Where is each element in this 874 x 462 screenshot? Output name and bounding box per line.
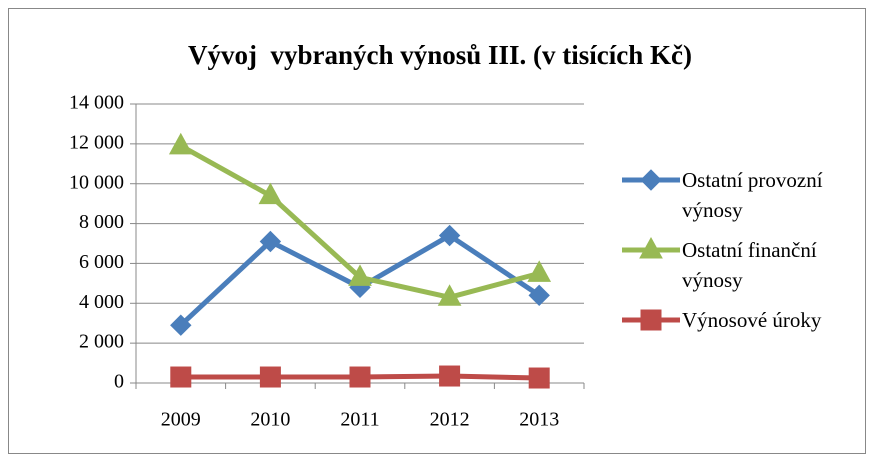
data-point [439, 365, 461, 387]
data-point [527, 260, 552, 282]
y-tick-label: 6 000 [79, 251, 124, 273]
chart-title: Vývoj vybraných výnosů III. (v tisících … [188, 40, 692, 70]
x-tick-label: 2011 [340, 409, 379, 431]
data-point [528, 367, 550, 389]
legend-swatch [622, 309, 680, 331]
data-point [170, 314, 192, 336]
y-tick-label: 12 000 [69, 131, 124, 153]
data-point [259, 366, 281, 388]
data-point [258, 182, 283, 205]
legend-label: Ostatní provozní výnosy [682, 168, 823, 222]
legend-label: Ostatní finanční výnosy [682, 238, 817, 292]
legend-item: Ostatní provozní výnosy [620, 165, 870, 225]
y-tick-label: 10 000 [69, 171, 124, 193]
data-point [437, 284, 462, 306]
legend-swatch [622, 236, 680, 259]
data-point [528, 284, 550, 307]
data-point [259, 230, 282, 253]
legend-swatch [622, 169, 680, 191]
legend-item: Ostatní finanční výnosy [620, 235, 870, 295]
y-tick-label: 8 000 [79, 211, 124, 233]
legend-marker [639, 236, 663, 259]
x-tick-label: 2010 [250, 409, 290, 431]
legend-marker [640, 169, 662, 191]
y-tick-label: 0 [114, 371, 124, 393]
x-tick-label: 2013 [519, 409, 559, 431]
y-tick-label: 2 000 [79, 331, 124, 353]
chart-border [8, 8, 866, 454]
x-tick-label: 2009 [161, 409, 201, 431]
data-point [168, 132, 193, 155]
data-point [349, 366, 371, 388]
legend-item: Výnosové úroky [620, 305, 870, 335]
data-point [170, 366, 192, 388]
legend-marker [640, 309, 662, 331]
y-tick-label: 14 000 [69, 92, 124, 114]
data-point [438, 224, 461, 247]
legend: Ostatní provozní výnosy Ostatní finanční … [620, 165, 870, 345]
legend-label: Výnosové úroky [682, 308, 822, 332]
x-tick-label: 2012 [430, 409, 470, 431]
data-point [348, 264, 372, 286]
y-tick-label: 4 000 [79, 291, 124, 313]
